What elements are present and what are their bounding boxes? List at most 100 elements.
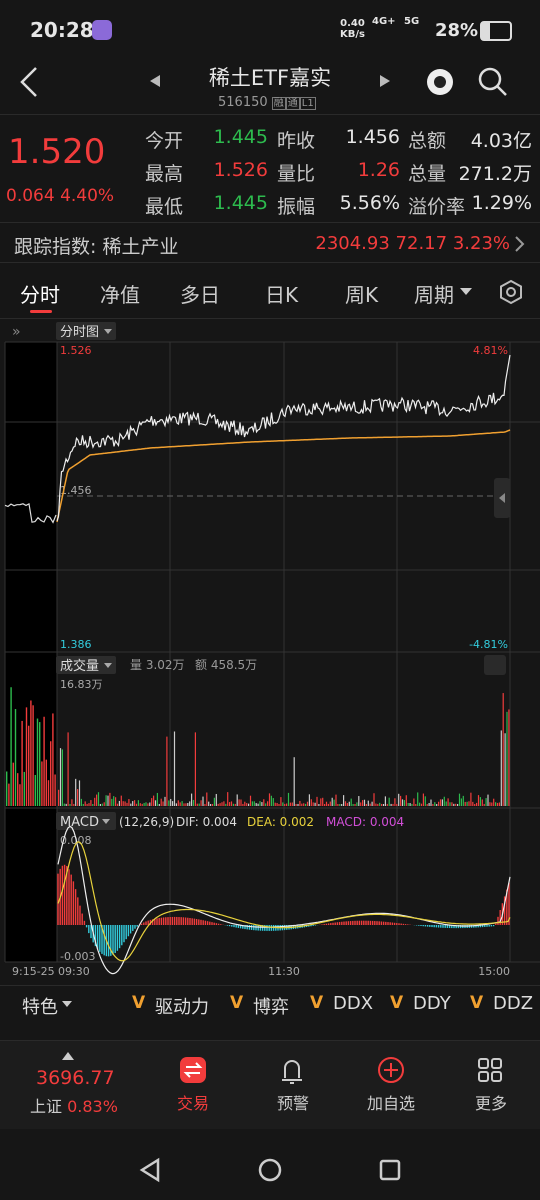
volume-bar [392,803,394,806]
chevron[interactable] [510,234,530,254]
volume-bar [341,803,343,806]
volume-bar [432,804,434,806]
volume-bar [506,711,508,806]
volume-bar [280,797,282,806]
stat-label: 最高 [145,163,184,185]
divider [0,222,540,223]
indicator[interactable]: DDZ [493,993,534,1014]
volume-bar [149,802,151,806]
prev-arrow[interactable] [150,75,160,87]
tab[interactable]: 周期 [414,283,454,307]
sys-home[interactable] [258,1158,282,1182]
volume-bar [422,793,424,806]
volume-bar [362,800,364,806]
sh-index[interactable]: 3696.77 [36,1067,115,1089]
up-arrow [62,1052,74,1060]
volume-bar [238,799,240,806]
indicator[interactable]: DDY [413,993,451,1014]
volume-bar [221,802,223,806]
macd-params: (12,26,9) [119,815,174,829]
nav-item[interactable]: 预警 [276,1094,309,1113]
volume-bar [295,803,297,806]
volume-bar [405,795,407,806]
volume-bar [504,733,506,806]
indicator[interactable]: 特色 [22,997,58,1018]
tab[interactable]: 分时 [20,283,60,307]
nav-item[interactable]: 交易 [176,1094,209,1113]
stat-value: 1.26 [357,159,400,181]
volume-bar [23,771,25,806]
volume-bar [476,802,478,806]
nav-item[interactable]: 更多 [474,1094,507,1113]
index-values: 2304.93 72.17 3.23% [315,233,510,254]
volume-bar [381,803,383,806]
volume-bar [124,801,126,806]
volume-bar [134,800,136,806]
search-icon[interactable] [478,67,502,91]
tab-indicator [30,310,52,313]
signal-label: 4G+ [372,16,396,27]
expand-icon[interactable]: » [12,324,21,340]
indicator[interactable]: 博弈 [253,997,289,1018]
sys-recent[interactable] [379,1159,401,1181]
volume-bar [407,802,409,806]
indicator-mark: V [310,993,324,1013]
volume-bar [103,802,105,806]
volume-bar [32,705,34,806]
volume-bar [287,792,290,806]
volume-bar [187,803,189,806]
back-button[interactable] [20,67,37,97]
volume-bar [453,803,455,806]
volume-bar [230,801,233,806]
sys-back[interactable] [139,1157,160,1183]
volume-bar [363,799,366,806]
tab[interactable]: 周K [345,283,379,307]
volume-bar [272,798,274,806]
volume-bar [12,762,14,806]
volume-bar [183,803,185,806]
volume-bar [71,799,73,806]
indicator[interactable]: DDX [333,993,374,1014]
volume-bar [352,803,354,806]
stat-value: 1.29% [471,192,532,214]
stat-value: 5.56% [339,192,400,214]
volume-bar [78,780,81,806]
volume-bar [215,793,217,806]
nav-item[interactable]: 加自选 [366,1094,415,1113]
tab[interactable]: 日K [265,283,299,307]
tab[interactable]: 多日 [180,283,220,307]
volume-bar [460,798,462,806]
fullscreen-button[interactable] [484,655,506,675]
volume-bar [196,803,198,806]
volume-bar [409,803,411,806]
volume-bar [39,722,41,806]
next-arrow[interactable] [380,75,390,87]
volume-bar [234,803,236,806]
volume-bar [198,803,200,806]
volume-bar [419,802,421,806]
volume-bar [403,800,405,806]
tab[interactable]: 净值 [100,283,140,307]
volume-bar [348,801,350,806]
volume-bar [192,799,195,806]
volume-bar [462,795,464,806]
volume-bar [394,798,396,806]
volume-bar [77,789,79,806]
volume-bar [278,803,280,806]
chart-type-button[interactable] [56,322,116,340]
volume-button[interactable] [56,656,116,674]
stat-value: 271.2万 [458,163,532,185]
settings-icon[interactable] [498,279,524,305]
volume-bar [441,799,443,806]
volume-bar [320,798,322,806]
macd-button[interactable] [56,812,116,830]
volume-bar [210,803,212,806]
high-pct: 4.81% [473,344,508,357]
volume-bar [312,802,314,806]
volume-bar [153,795,155,806]
indicator[interactable]: 驱动力 [155,997,209,1018]
volume-bar [135,803,138,806]
time-label: 15:00 [478,965,510,978]
divider [0,985,540,986]
